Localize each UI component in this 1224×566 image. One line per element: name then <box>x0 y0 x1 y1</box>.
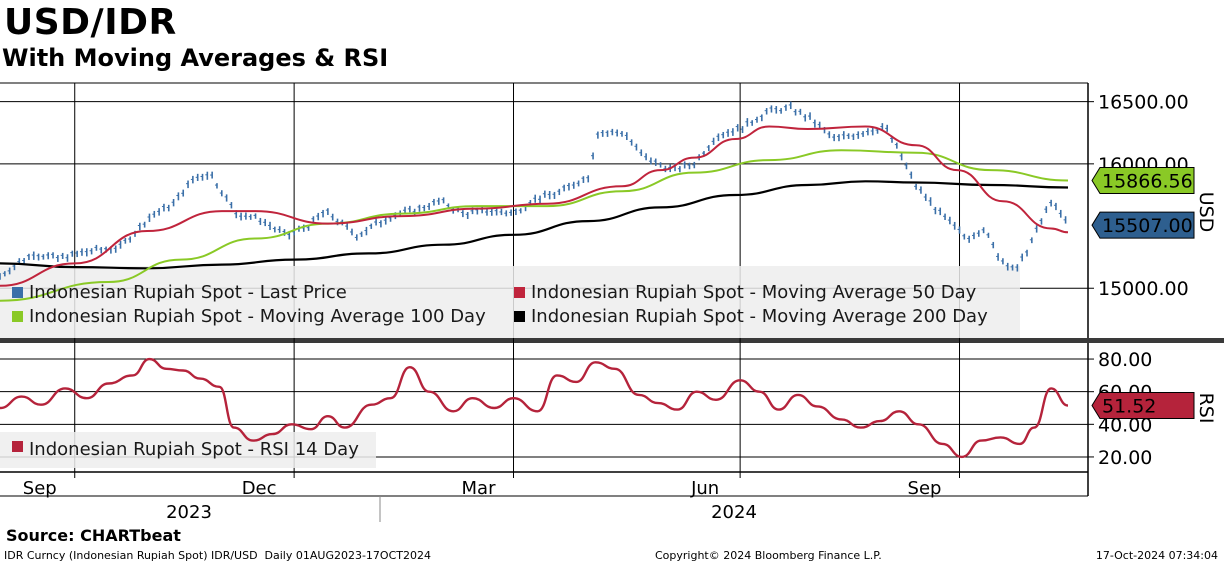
ma50-series <box>0 125 1069 287</box>
price-axis-title: USD <box>1195 192 1217 233</box>
legend-label: Indonesian Rupiah Spot - Moving Average … <box>29 306 486 327</box>
rsi-y-tick-label: 80.00 <box>1098 349 1152 371</box>
rsi-legend-swatch <box>12 441 23 452</box>
panel-divider <box>0 338 1224 343</box>
chart-subtitle: With Moving Averages & RSI <box>2 44 389 72</box>
rsi-y-tick-label: 20.00 <box>1098 447 1152 469</box>
rsi-legend-background <box>0 432 376 468</box>
rsi-axis-title: RSI <box>1195 393 1217 424</box>
footer-copyright: Copyright© 2024 Bloomberg Finance L.P. <box>655 549 882 562</box>
legend-label: Indonesian Rupiah Spot - Moving Average … <box>531 306 988 327</box>
rsi-last-tag <box>1091 392 1195 420</box>
x-year-label: 2023 <box>166 502 212 523</box>
ma200-series <box>0 180 1069 270</box>
ma100-last-tag <box>1091 166 1195 194</box>
x-tick-label: Mar <box>462 478 497 499</box>
x-tick-label: Dec <box>242 478 277 499</box>
x-tick-label: Jun <box>690 478 719 499</box>
last-price-bars <box>0 101 1067 280</box>
price-last-tag <box>1091 211 1195 239</box>
legend-label: Indonesian Rupiah Spot - Moving Average … <box>531 282 977 303</box>
chart-title: USD/IDR <box>4 2 177 43</box>
price-y-tick-label: 16500.00 <box>1098 92 1189 114</box>
rsi-legend-label: Indonesian Rupiah Spot - RSI 14 Day <box>29 439 359 460</box>
legend-swatch <box>514 287 525 298</box>
x-year-label: 2024 <box>711 502 757 523</box>
x-tick-label: Sep <box>23 478 57 499</box>
ma100-series <box>0 149 1069 302</box>
rsi-last-value: 51.52 <box>1102 396 1156 418</box>
footer-timestamp: 17-Oct-2024 07:34:04 <box>1095 549 1218 562</box>
legend-swatch <box>514 311 525 322</box>
legend-swatch <box>12 287 23 298</box>
footer-ticker-info: IDR Curncy (Indonesian Rupiah Spot) IDR/… <box>4 549 431 562</box>
price-y-tick-label: 15000.00 <box>1098 278 1189 300</box>
rsi-series <box>0 357 1069 459</box>
ma100-last-value: 15866.56 <box>1102 170 1193 192</box>
legend-label: Indonesian Rupiah Spot - Last Price <box>29 282 347 303</box>
legend-swatch <box>12 311 23 322</box>
x-tick-label: Sep <box>908 478 942 499</box>
price-last-value: 15507.00 <box>1102 215 1193 237</box>
price-legend-background <box>0 266 1020 338</box>
rsi-y-tick-label: 40.00 <box>1098 414 1152 436</box>
source-label: Source: CHARTbeat <box>6 526 181 545</box>
